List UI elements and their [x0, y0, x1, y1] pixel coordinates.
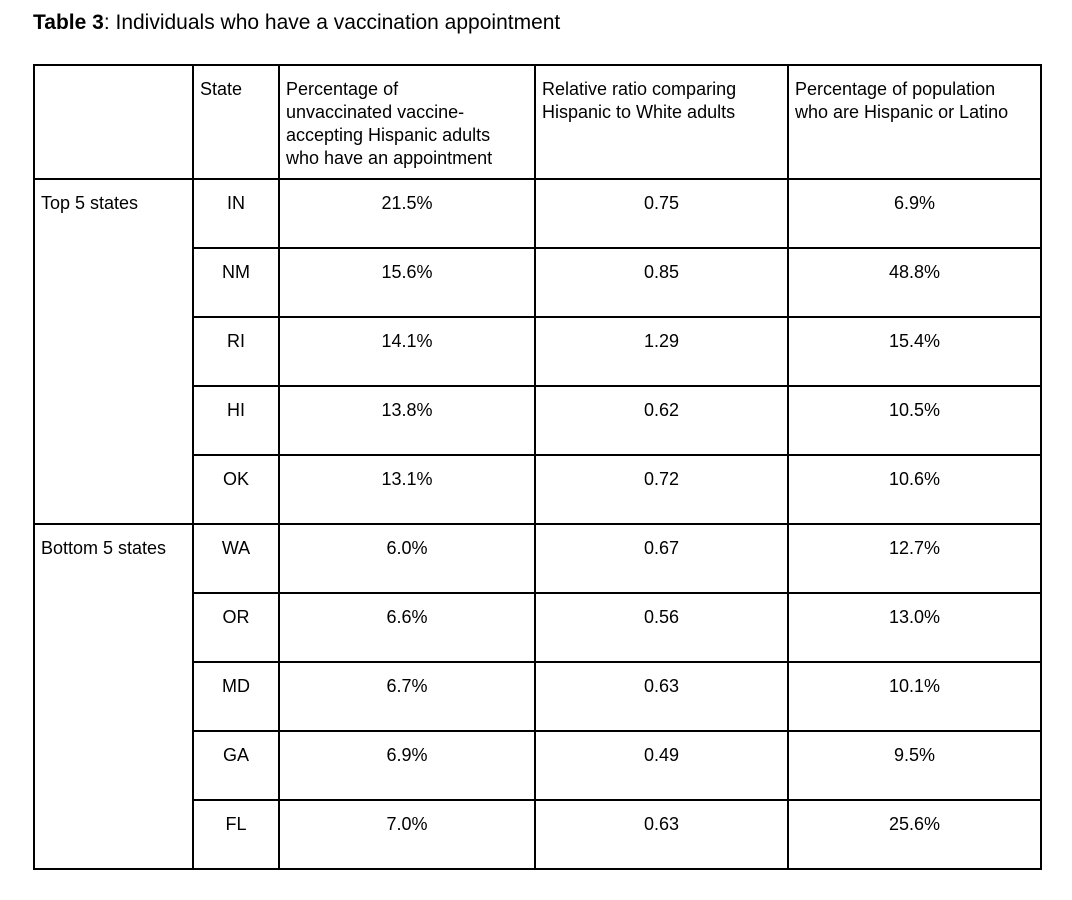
relative-ratio-cell: 0.75: [534, 178, 789, 249]
relative-ratio-cell: 0.63: [534, 661, 789, 732]
state-cell: IN: [192, 178, 280, 249]
table-row-or: OR 6.6% 0.56 13.0%: [34, 592, 1042, 663]
group-cell-bottom5: Bottom 5 states: [33, 523, 194, 870]
table-row-ok: OK 13.1% 0.72 10.6%: [34, 454, 1042, 525]
group-cell-top5: Top 5 states: [33, 178, 194, 525]
table-row-ga: GA 6.9% 0.49 9.5%: [34, 730, 1042, 801]
pct-population-cell: 48.8%: [787, 247, 1042, 318]
relative-ratio-cell: 0.72: [534, 454, 789, 525]
table-row-nm: NM 15.6% 0.85 48.8%: [34, 247, 1042, 318]
state-cell: WA: [192, 523, 280, 594]
pct-appointment-cell: 6.7%: [278, 661, 536, 732]
state-cell: GA: [192, 730, 280, 801]
header-cell-pct-appointment: Percentage of unvaccinated vaccine- acce…: [278, 64, 536, 180]
pct-population-cell: 12.7%: [787, 523, 1042, 594]
state-cell: HI: [192, 385, 280, 456]
state-cell: OR: [192, 592, 280, 663]
pct-population-cell: 9.5%: [787, 730, 1042, 801]
pct-appointment-cell: 14.1%: [278, 316, 536, 387]
pct-appointment-cell: 6.9%: [278, 730, 536, 801]
pct-appointment-cell: 6.0%: [278, 523, 536, 594]
table-row-fl: FL 7.0% 0.63 25.6%: [34, 799, 1042, 870]
table-row-ri: RI 14.1% 1.29 15.4%: [34, 316, 1042, 387]
pct-appointment-cell: 13.8%: [278, 385, 536, 456]
table-row-md: MD 6.7% 0.63 10.1%: [34, 661, 1042, 732]
relative-ratio-cell: 0.85: [534, 247, 789, 318]
table-row-hi: HI 13.8% 0.62 10.5%: [34, 385, 1042, 456]
relative-ratio-cell: 0.49: [534, 730, 789, 801]
relative-ratio-cell: 0.63: [534, 799, 789, 870]
state-cell: NM: [192, 247, 280, 318]
table-caption: Table 3: Individuals who have a vaccinat…: [33, 10, 560, 36]
pct-appointment-cell: 21.5%: [278, 178, 536, 249]
pct-population-cell: 10.6%: [787, 454, 1042, 525]
header-cell-relative-ratio: Relative ratio comparing Hispanic to Whi…: [534, 64, 789, 180]
state-cell: OK: [192, 454, 280, 525]
pct-population-cell: 13.0%: [787, 592, 1042, 663]
vaccination-appointment-table: State Percentage of unvaccinated vaccine…: [33, 64, 1042, 870]
table-caption-text: : Individuals who have a vaccination app…: [103, 11, 561, 34]
table-caption-label: Table 3: [33, 11, 104, 34]
relative-ratio-cell: 0.62: [534, 385, 789, 456]
relative-ratio-cell: 0.56: [534, 592, 789, 663]
state-cell: FL: [192, 799, 280, 870]
pct-population-cell: 6.9%: [787, 178, 1042, 249]
table-row-wa: Bottom 5 states WA 6.0% 0.67 12.7%: [33, 523, 1042, 870]
header-cell-empty: [33, 64, 194, 180]
header-row: State Percentage of unvaccinated vaccine…: [33, 64, 1042, 180]
pct-appointment-cell: 7.0%: [278, 799, 536, 870]
pct-appointment-cell: 6.6%: [278, 592, 536, 663]
header-cell-pct-population: Percentage of population who are Hispani…: [787, 64, 1042, 180]
table-row-in: Top 5 states IN 21.5% 0.75 6.9%: [33, 178, 1042, 525]
relative-ratio-cell: 1.29: [534, 316, 789, 387]
pct-appointment-cell: 15.6%: [278, 247, 536, 318]
pct-population-cell: 15.4%: [787, 316, 1042, 387]
header-cell-state: State: [192, 64, 280, 180]
pct-population-cell: 10.1%: [787, 661, 1042, 732]
pct-population-cell: 10.5%: [787, 385, 1042, 456]
state-cell: MD: [192, 661, 280, 732]
pct-appointment-cell: 13.1%: [278, 454, 536, 525]
relative-ratio-cell: 0.67: [534, 523, 789, 594]
pct-population-cell: 25.6%: [787, 799, 1042, 870]
state-cell: RI: [192, 316, 280, 387]
